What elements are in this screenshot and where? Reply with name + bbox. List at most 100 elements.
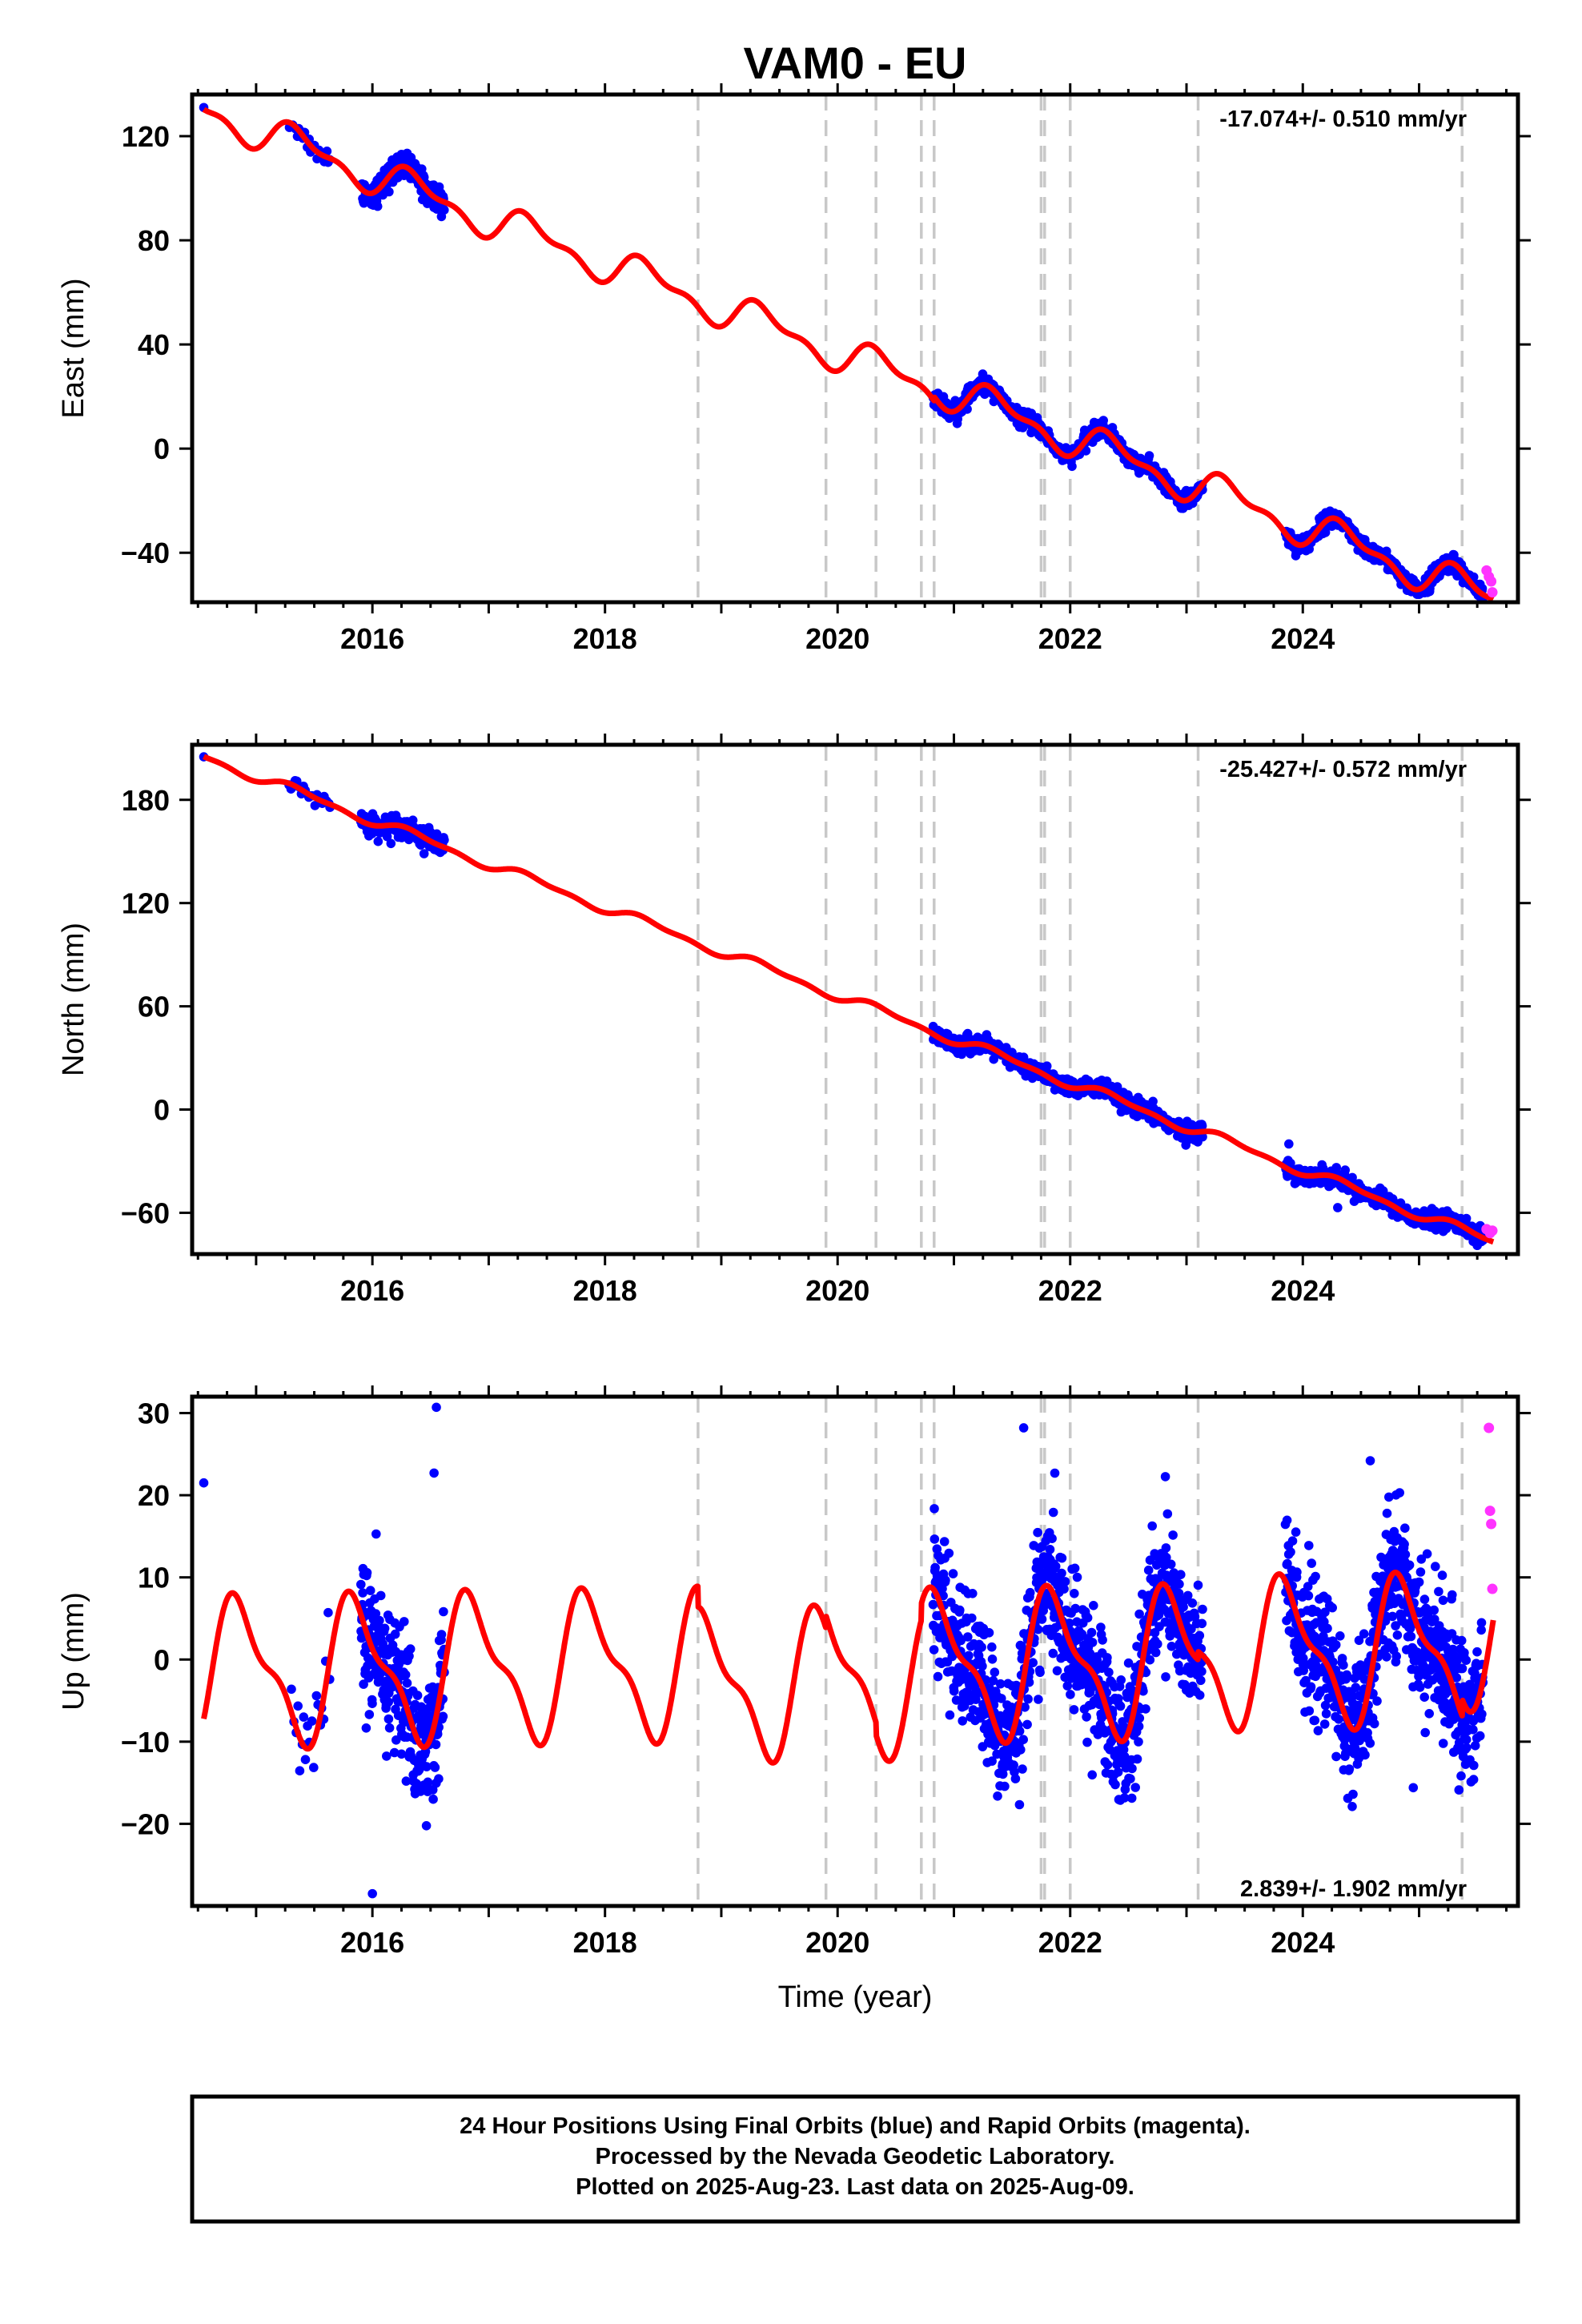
final-orbit-point xyxy=(1456,1635,1467,1646)
final-orbit-point xyxy=(1143,1565,1154,1575)
final-orbit-point xyxy=(307,1716,317,1726)
final-orbit-point xyxy=(386,838,396,849)
final-orbit-point xyxy=(1347,1802,1357,1811)
final-orbit-point xyxy=(930,1504,939,1514)
y-axis-label: North (mm) xyxy=(57,923,90,1076)
y-tick-label: 0 xyxy=(154,432,170,465)
x-tick-label: 2022 xyxy=(1038,622,1102,655)
final-orbit-point xyxy=(361,1723,371,1733)
y-tick-label: 60 xyxy=(138,991,170,1023)
x-tick-label: 2024 xyxy=(1271,1274,1335,1307)
final-orbit-point xyxy=(1098,416,1108,425)
y-tick-label: −60 xyxy=(121,1196,170,1229)
final-orbit-point xyxy=(941,1575,950,1585)
final-orbit-point xyxy=(1023,1694,1033,1704)
final-orbit-point xyxy=(1365,1739,1375,1748)
final-orbit-point xyxy=(1424,1709,1434,1719)
final-orbit-point xyxy=(1018,1764,1027,1774)
x-tick-label: 2018 xyxy=(573,622,637,655)
final-orbit-point xyxy=(939,1537,950,1546)
final-orbit-point xyxy=(1462,1743,1472,1753)
final-orbit-point xyxy=(430,1763,440,1772)
final-orbit-point xyxy=(405,1644,416,1654)
final-orbit-point xyxy=(1313,1726,1323,1735)
final-orbit-point xyxy=(367,1699,377,1708)
final-orbit-point xyxy=(1282,1515,1292,1526)
final-orbit-point xyxy=(295,1766,305,1775)
rapid-orbit-point xyxy=(1487,1225,1498,1236)
final-orbit-point xyxy=(1198,1604,1207,1614)
final-orbit-point xyxy=(1060,1577,1070,1586)
final-orbit-point xyxy=(400,1617,409,1626)
final-orbit-point xyxy=(1348,1789,1358,1799)
final-orbit-point xyxy=(1048,1648,1058,1659)
final-orbit-point xyxy=(933,1671,943,1682)
final-orbit-point xyxy=(1477,1709,1487,1719)
final-orbit-point xyxy=(1087,1770,1097,1780)
velocity-label: -25.427+/- 0.572 mm/yr xyxy=(1219,757,1467,782)
final-orbit-point xyxy=(1035,1667,1045,1678)
final-orbit-point xyxy=(948,1569,958,1578)
final-orbit-point xyxy=(1395,1488,1404,1498)
final-orbit-point xyxy=(1319,1719,1330,1729)
final-orbit-point xyxy=(1431,1562,1440,1571)
final-orbit-point xyxy=(1161,1543,1171,1553)
final-orbit-point xyxy=(964,1651,974,1661)
final-orbit-point xyxy=(1047,1534,1057,1543)
final-orbit-point xyxy=(1166,1642,1177,1651)
final-orbit-point xyxy=(1086,1627,1097,1638)
final-orbit-point xyxy=(945,1710,955,1720)
final-orbit-point xyxy=(1067,461,1077,472)
final-orbit-point xyxy=(1456,1771,1466,1781)
final-orbit-point xyxy=(1287,1536,1298,1546)
final-orbit-point xyxy=(1454,1785,1464,1795)
final-orbit-point xyxy=(1014,1799,1025,1810)
final-orbit-point xyxy=(1127,1763,1137,1774)
final-orbit-point xyxy=(1422,1549,1432,1559)
final-orbit-point xyxy=(1468,1775,1479,1784)
final-orbit-point xyxy=(1130,1783,1140,1792)
rapid-orbit-point xyxy=(1487,587,1498,598)
final-orbit-point xyxy=(1187,1598,1198,1608)
final-orbit-point xyxy=(1304,1706,1315,1716)
final-orbit-point xyxy=(1153,1639,1162,1649)
final-orbit-point xyxy=(962,404,972,414)
final-orbit-point xyxy=(1113,1767,1123,1777)
final-orbit-point xyxy=(432,1402,441,1413)
final-orbit-point xyxy=(1420,1727,1430,1738)
final-orbit-point xyxy=(1102,1653,1112,1663)
final-orbit-point xyxy=(1070,1589,1079,1598)
final-orbit-point xyxy=(1284,1139,1294,1149)
final-orbit-point xyxy=(1162,1509,1173,1519)
final-orbit-point xyxy=(1134,1737,1143,1747)
final-orbit-point xyxy=(1070,1563,1080,1574)
y-axis-label: East (mm) xyxy=(57,278,90,418)
final-orbit-point xyxy=(1339,1660,1348,1670)
final-orbit-point xyxy=(384,1723,395,1733)
rapid-orbit-point xyxy=(1487,1583,1498,1594)
final-orbit-point xyxy=(383,1714,394,1724)
final-orbit-point xyxy=(309,1763,319,1772)
final-orbit-point xyxy=(440,205,449,215)
final-orbit-point xyxy=(987,1642,997,1652)
final-orbit-point xyxy=(1000,1781,1010,1791)
final-orbit-point xyxy=(1089,1601,1098,1610)
final-orbit-point xyxy=(1082,1737,1092,1747)
final-orbit-point xyxy=(383,1697,394,1707)
rapid-orbit-point xyxy=(1484,1506,1496,1517)
final-orbit-point xyxy=(1469,1760,1479,1771)
final-orbit-point xyxy=(1434,1586,1443,1597)
final-orbit-point xyxy=(1168,1530,1178,1540)
final-orbit-point xyxy=(1048,1507,1058,1518)
final-orbit-point xyxy=(1415,1683,1425,1692)
final-orbit-point xyxy=(1391,1651,1401,1661)
final-orbit-point xyxy=(1057,1568,1066,1578)
final-orbit-point xyxy=(1476,1618,1487,1628)
y-tick-label: 120 xyxy=(122,120,170,153)
final-orbit-point xyxy=(367,1888,377,1899)
final-orbit-point xyxy=(1408,1783,1419,1793)
final-orbit-point xyxy=(1387,1611,1398,1622)
final-orbit-point xyxy=(993,1791,1002,1801)
